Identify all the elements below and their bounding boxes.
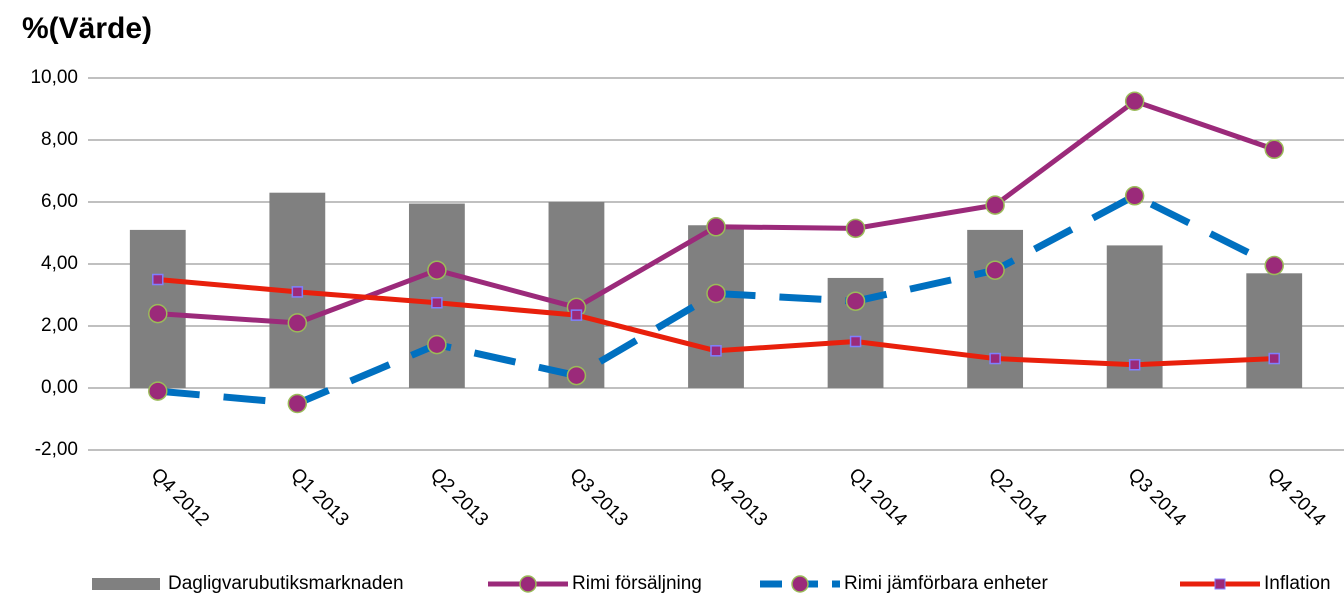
marker <box>845 291 866 311</box>
legend-marker <box>1214 578 1226 590</box>
marker <box>1268 352 1280 365</box>
x-tick-label: Q3 2014 <box>1124 464 1191 531</box>
marker <box>845 218 866 239</box>
marker <box>1264 255 1284 276</box>
x-tick-label: Q4 2013 <box>705 464 771 530</box>
x-tick-label: Q4 2012 <box>147 464 213 530</box>
legend-label: Inflation <box>1264 573 1331 594</box>
x-tick-label: Q2 2013 <box>426 464 492 530</box>
y-tick-label: 8,00 <box>41 129 78 150</box>
marker <box>427 260 447 280</box>
bar <box>1246 273 1303 388</box>
marker <box>985 260 1005 280</box>
marker <box>706 283 726 304</box>
marker <box>710 345 722 357</box>
marker <box>431 297 443 309</box>
legend-marker <box>791 575 809 593</box>
marker <box>989 352 1001 365</box>
marker <box>706 217 726 237</box>
x-tick-label: Q2 2014 <box>984 464 1051 531</box>
x-tick-label: Q3 2013 <box>565 464 631 530</box>
y-tick-label: 6,00 <box>41 191 78 212</box>
marker <box>427 334 447 355</box>
marker <box>148 381 168 401</box>
y-tick-label: 0,00 <box>41 377 78 398</box>
marker <box>287 313 308 333</box>
legend-marker <box>519 575 537 593</box>
marker <box>1128 359 1141 371</box>
marker <box>1264 139 1284 160</box>
legend-swatch <box>92 578 160 590</box>
legend-label: Rimi försäljning <box>572 573 702 594</box>
marker <box>1124 186 1145 206</box>
y-tick-label: -2,00 <box>35 439 78 460</box>
bar <box>688 225 744 388</box>
bar <box>408 203 465 388</box>
x-tick-label: Q1 2013 <box>286 464 352 530</box>
marker <box>566 365 587 386</box>
x-tick-label: Q1 2014 <box>844 464 911 531</box>
y-tick-label: 10,00 <box>30 67 78 88</box>
legend-label: Dagligvarubutiksmarknaden <box>168 573 404 594</box>
x-tick-label: Q4 2014 <box>1263 464 1330 531</box>
marker <box>570 309 583 321</box>
marker <box>148 303 168 324</box>
marker <box>1124 91 1145 111</box>
marker <box>985 195 1005 215</box>
marker <box>849 335 862 348</box>
y-tick-label: 2,00 <box>41 315 78 336</box>
marker <box>291 286 304 298</box>
chart-title: %(Värde) <box>22 12 152 45</box>
y-tick-label: 4,00 <box>41 253 78 274</box>
marker <box>287 393 308 414</box>
marker <box>152 273 164 286</box>
legend-label: Rimi jämförbara enheter <box>844 573 1048 594</box>
